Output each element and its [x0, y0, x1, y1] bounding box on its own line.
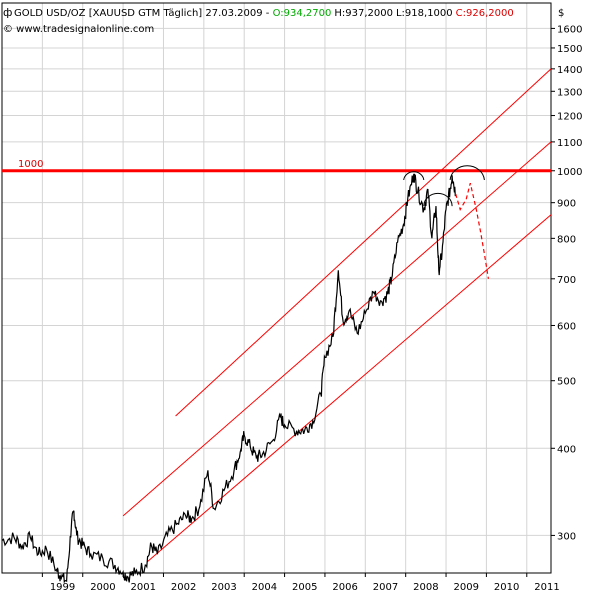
x-tick-label: 1999 — [50, 582, 75, 593]
channel-middle-line — [122, 141, 552, 517]
y-tick-label: 500 — [557, 377, 576, 388]
head-shoulders-arcs — [403, 165, 485, 207]
y-tick-label: 300 — [557, 531, 576, 542]
channel-upper-line — [175, 68, 552, 417]
shoulder-right-arc — [449, 165, 485, 181]
x-tick-label: 2010 — [494, 582, 519, 593]
shoulder-left-arc — [403, 171, 425, 181]
y-tick-label: 800 — [557, 234, 576, 245]
y-tick-label: 1200 — [557, 112, 582, 123]
header-high: H:937,2000 — [334, 8, 393, 19]
currency-label: $ — [558, 8, 564, 19]
y-tick-label: 1300 — [557, 87, 582, 98]
x-tick-label: 2005 — [292, 582, 317, 593]
y-tick-label: 1100 — [557, 138, 582, 149]
gold-symbol-icon: ф — [3, 6, 12, 19]
x-tick-label: 2004 — [252, 582, 277, 593]
level-1000-label: 1000 — [18, 159, 43, 170]
source-label: © www.tradesignalonline.com — [3, 24, 154, 35]
x-axis: 1999 2000 2001 2002 2003 2004 2005 2006 2007 2008… — [41, 573, 560, 593]
header-title: GOLD USD/OZ [XAUUSD GTM Täglich] 27.03.2… — [14, 8, 273, 19]
y-tick-label: 1000 — [557, 167, 582, 178]
x-tick-label: 2007 — [373, 582, 398, 593]
x-tick-label: 2009 — [454, 582, 479, 593]
grid — [2, 3, 551, 573]
x-tick-label: 2006 — [332, 582, 357, 593]
channel-lower-line — [146, 214, 552, 563]
y-tick-label: 900 — [557, 199, 576, 210]
scenario-path — [455, 182, 489, 279]
gold-price-line — [1, 173, 457, 584]
x-tick-label: 2003 — [211, 582, 236, 593]
header-low: L:918,1000 — [396, 8, 453, 19]
y-tick-label: 1600 — [557, 24, 582, 35]
header-line: GOLD USD/OZ [XAUUSD GTM Täglich] 27.03.2… — [14, 8, 514, 19]
y-tick-label: 1400 — [557, 65, 582, 76]
x-tick-label: 2008 — [413, 582, 438, 593]
y-tick-label: 1500 — [557, 44, 582, 55]
header-close: C:926,2000 — [456, 8, 514, 19]
trend-channel — [122, 68, 552, 563]
x-tick-label: 2011 — [534, 582, 559, 593]
y-tick-label: 400 — [557, 444, 576, 455]
x-tick-label: 2001 — [131, 582, 156, 593]
y-tick-label: 700 — [557, 275, 576, 286]
y-axis: 300 400 500 600 700 800 900 1000 1100 1200 1300 140… — [551, 24, 582, 542]
x-tick-label: 2002 — [171, 582, 196, 593]
plot-frame — [1, 2, 552, 574]
x-tick-label: 2000 — [90, 582, 115, 593]
head-center-arc — [423, 192, 453, 207]
header-open: O:934,2700 — [273, 8, 332, 19]
y-tick-label: 600 — [557, 321, 576, 332]
